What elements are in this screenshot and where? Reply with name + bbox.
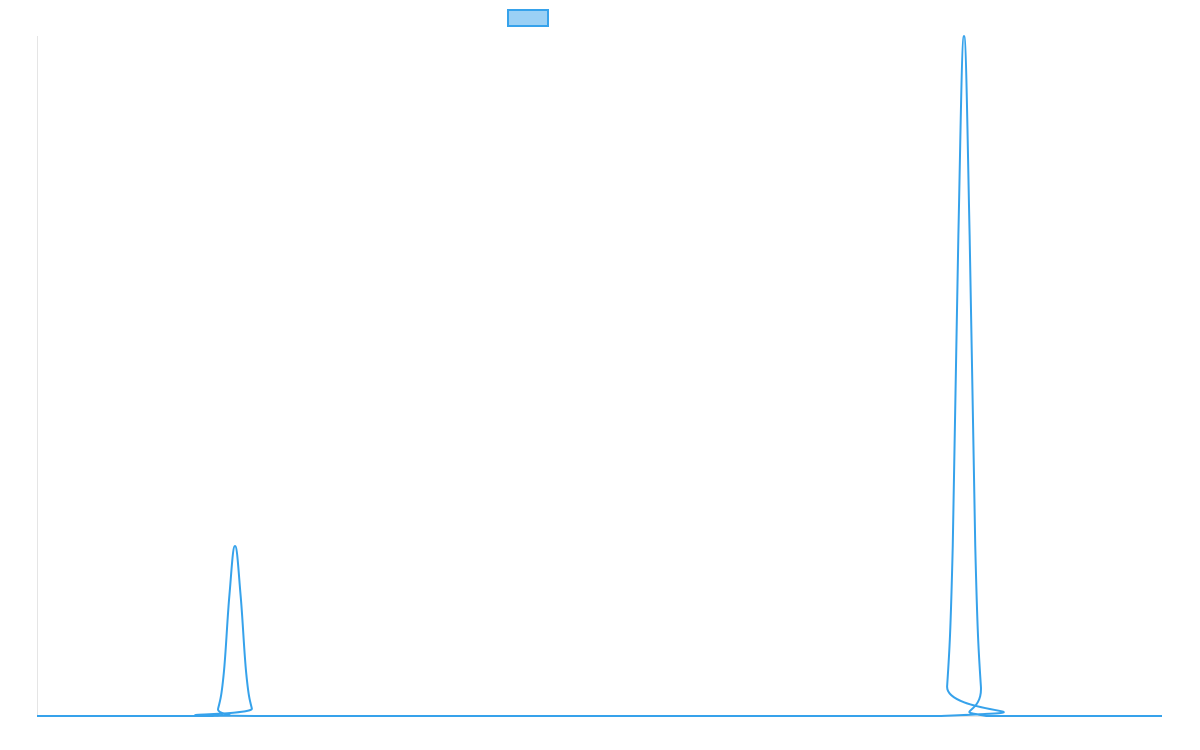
legend-swatch[interactable] [507, 9, 549, 27]
series-line-0 [37, 34, 1162, 717]
